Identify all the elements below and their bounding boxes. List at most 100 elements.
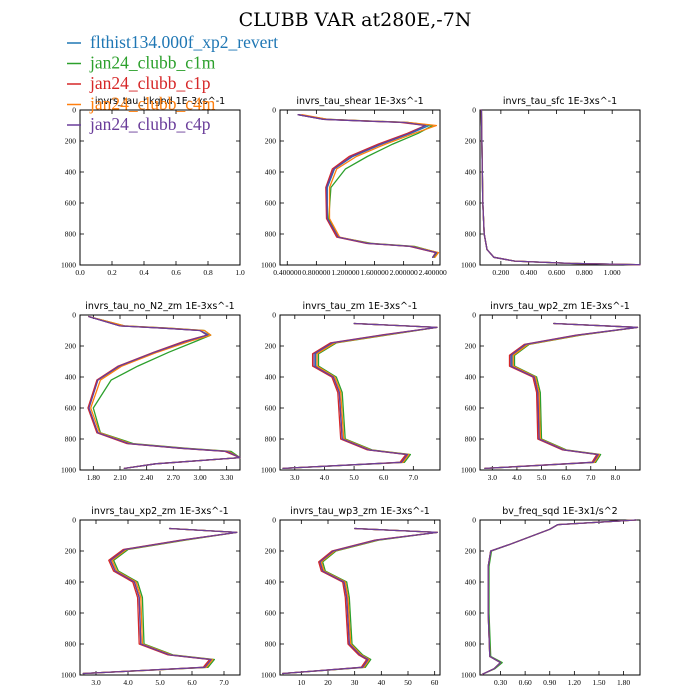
panel-title: invrs_tau_shear 1E-3xs^-1 bbox=[296, 96, 423, 107]
panel-title: bv_freq_sqd 1E-3x1/s^2 bbox=[502, 506, 617, 517]
panel-9: bv_freq_sqd 1E-3x1/s^2 0 200 400 600 800 1000 0… bbox=[461, 506, 641, 687]
x-tick-label: 1.600000 bbox=[360, 268, 388, 277]
y-tick-label: 0 bbox=[472, 106, 476, 115]
y-tick-label: 200 bbox=[265, 547, 277, 556]
y-tick-label: 400 bbox=[65, 578, 77, 587]
series-line-5 bbox=[297, 114, 438, 258]
legend-label: jan24_clubb_c1m bbox=[89, 53, 216, 73]
y-tick-label: 600 bbox=[265, 609, 277, 618]
plot-frame bbox=[479, 109, 641, 266]
panel-2: invrs_tau_shear 1E-3xs^-1 0 200 400 600 800 10… bbox=[261, 96, 447, 277]
x-tick-label: 3.0 bbox=[488, 473, 498, 482]
series-line-2 bbox=[282, 527, 438, 675]
x-tick-label: 2.400000 bbox=[419, 268, 447, 277]
y-tick-label: 200 bbox=[65, 137, 77, 146]
series-line-5 bbox=[480, 109, 641, 266]
plot-frame bbox=[79, 109, 241, 266]
y-tick-label: 0 bbox=[272, 311, 276, 320]
x-tick-label: 60 bbox=[431, 678, 439, 687]
legend-entry: jan24_clubb_c4m bbox=[67, 94, 216, 114]
y-tick-label: 800 bbox=[265, 435, 277, 444]
series-line-5 bbox=[481, 519, 637, 675]
x-tick-label: 0.6 bbox=[171, 268, 181, 277]
y-tick-label: 0 bbox=[472, 516, 476, 525]
plot-frame bbox=[479, 519, 641, 676]
y-tick-label: 400 bbox=[465, 168, 477, 177]
y-tick-label: 200 bbox=[265, 137, 277, 146]
y-tick-label: 1000 bbox=[61, 671, 76, 680]
panel-7: invrs_tau_xp2_zm 1E-3xs^-1 0 200 400 600 800 1… bbox=[61, 506, 241, 687]
y-tick-label: 1000 bbox=[261, 261, 276, 270]
figure-title: CLUBB VAR at280E,-7N bbox=[239, 9, 472, 31]
y-tick-label: 0 bbox=[72, 106, 76, 115]
x-tick-label: 0.800000 bbox=[302, 268, 330, 277]
legend-label: jan24_clubb_c1p bbox=[89, 73, 211, 93]
series-line-3 bbox=[484, 322, 639, 470]
panel-4: invrs_tau_no_N2_zm 1E-3xs^-1 0 200 400 600 80… bbox=[61, 301, 241, 482]
panel-title: invrs_tau_no_N2_zm 1E-3xs^-1 bbox=[85, 301, 234, 312]
series-line-3 bbox=[480, 109, 641, 266]
y-tick-label: 1000 bbox=[261, 466, 276, 475]
series-line-5 bbox=[282, 527, 438, 675]
y-tick-label: 200 bbox=[65, 342, 77, 351]
series-line-1 bbox=[484, 322, 639, 470]
panel-8: invrs_tau_wp3_zm 1E-3xs^-1 0 200 400 600 800 1… bbox=[261, 506, 441, 687]
y-tick-label: 400 bbox=[65, 168, 77, 177]
panel-title: invrs_tau_wp2_zm 1E-3xs^-1 bbox=[490, 301, 630, 312]
x-tick-label: 3.30 bbox=[220, 473, 233, 482]
x-tick-label: 0.8 bbox=[203, 268, 213, 277]
panel-5: invrs_tau_zm 1E-3xs^-1 0 200 400 600 800 1000 3… bbox=[261, 301, 441, 482]
legend-entry: jan24_clubb_c4p bbox=[67, 114, 211, 134]
y-tick-label: 600 bbox=[465, 609, 477, 618]
plot-frame bbox=[279, 519, 441, 676]
y-tick-label: 600 bbox=[265, 404, 277, 413]
x-tick-label: 0.800 bbox=[576, 268, 593, 277]
y-tick-label: 200 bbox=[465, 342, 477, 351]
x-tick-label: 1.50 bbox=[592, 678, 605, 687]
x-tick-label: 2.70 bbox=[167, 473, 180, 482]
series-line-3 bbox=[297, 114, 437, 258]
x-tick-label: 0.90 bbox=[543, 678, 556, 687]
x-tick-label: 4.0 bbox=[320, 473, 330, 482]
plot-frame bbox=[479, 314, 641, 471]
x-tick-label: 6.0 bbox=[561, 473, 571, 482]
legend-entry: jan24_clubb_c1p bbox=[67, 73, 211, 93]
panel-grid: invrs_tau_bkgnd 1E-3xs^-1020040060080010… bbox=[61, 96, 641, 687]
y-tick-label: 400 bbox=[465, 578, 477, 587]
y-tick-label: 400 bbox=[265, 373, 277, 382]
series-line-2 bbox=[297, 114, 439, 258]
legend-entry: flthist134.000f_xp2_revert bbox=[67, 32, 278, 52]
x-tick-label: 1.0 bbox=[235, 268, 245, 277]
series-line-5 bbox=[484, 322, 639, 470]
series-line-1 bbox=[480, 109, 641, 266]
x-tick-label: 1.80 bbox=[617, 678, 630, 687]
series-line-3 bbox=[481, 519, 637, 675]
y-tick-label: 800 bbox=[465, 435, 477, 444]
y-tick-label: 800 bbox=[265, 230, 277, 239]
series-line-5 bbox=[82, 527, 238, 675]
series-line-4 bbox=[301, 114, 440, 258]
plot-frame bbox=[279, 109, 441, 266]
x-tick-label: 4.0 bbox=[123, 678, 133, 687]
y-tick-label: 800 bbox=[65, 435, 77, 444]
y-tick-label: 200 bbox=[265, 342, 277, 351]
panel-title: invrs_tau_sfc 1E-3xs^-1 bbox=[503, 96, 617, 107]
plot-frame bbox=[279, 314, 441, 471]
y-tick-label: 1000 bbox=[61, 466, 76, 475]
x-tick-label: 50 bbox=[404, 678, 412, 687]
series-line-1 bbox=[297, 114, 438, 258]
x-tick-label: 3.0 bbox=[91, 678, 101, 687]
y-tick-label: 600 bbox=[65, 199, 77, 208]
panel-3: invrs_tau_sfc 1E-3xs^-1 0 200 400 600 800 1000… bbox=[461, 96, 641, 277]
y-tick-label: 800 bbox=[265, 640, 277, 649]
x-tick-label: 5.0 bbox=[349, 473, 359, 482]
x-tick-label: 4.0 bbox=[512, 473, 522, 482]
y-tick-label: 0 bbox=[472, 311, 476, 320]
x-tick-label: 3.0 bbox=[290, 473, 300, 482]
series-line-2 bbox=[480, 109, 641, 266]
series-line-3 bbox=[87, 315, 241, 470]
y-tick-label: 200 bbox=[465, 137, 477, 146]
legend-label: jan24_clubb_c4p bbox=[89, 114, 211, 134]
series-line-2 bbox=[484, 322, 639, 470]
